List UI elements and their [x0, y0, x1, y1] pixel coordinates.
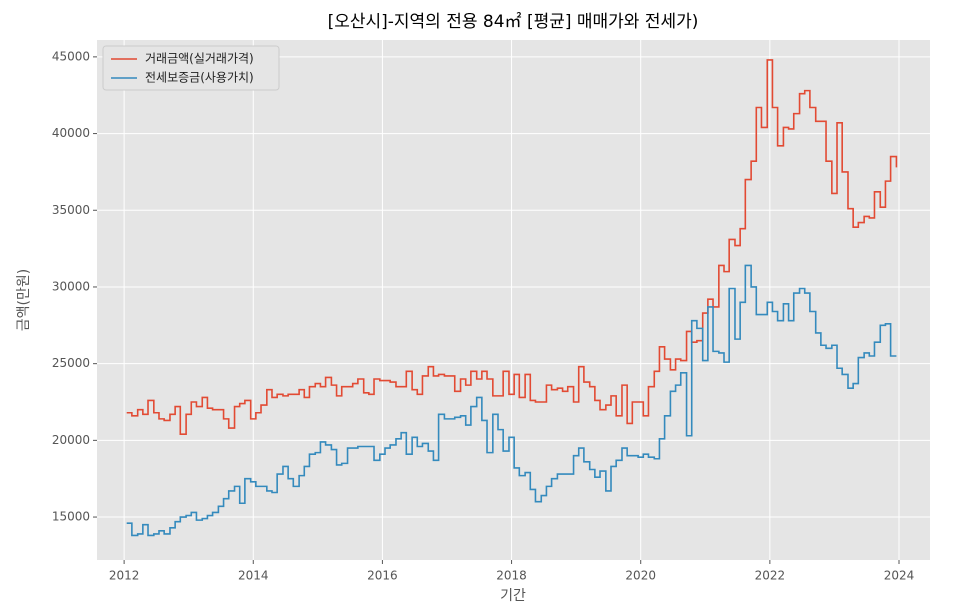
x-tick-label: 2020: [625, 569, 656, 583]
x-tick-label: 2022: [755, 569, 786, 583]
series-line: [126, 59, 898, 436]
legend-label: 거래금액(실거래가격): [145, 52, 254, 66]
x-tick-label: 2014: [238, 569, 269, 583]
legend-label: 전세보증금(사용가치): [145, 71, 254, 85]
chart-title: [오산시]-지역의 전용 84㎡ [평균] 매매가와 전세가): [328, 12, 699, 32]
y-tick-label: 30000: [52, 279, 90, 293]
y-tick-label: 35000: [52, 203, 90, 217]
y-tick-label: 25000: [52, 356, 90, 370]
y-tick-label: 45000: [52, 49, 90, 63]
x-tick-label: 2016: [367, 569, 398, 583]
x-tick-label: 2012: [109, 569, 140, 583]
y-axis-label: 금액(만원): [16, 269, 32, 331]
y-tick-label: 40000: [52, 126, 90, 140]
x-tick-label: 2024: [884, 569, 915, 583]
plot-area: [97, 40, 930, 560]
y-tick-label: 15000: [52, 510, 90, 524]
legend-box: [102, 45, 280, 91]
x-axis-label: 기간: [500, 588, 526, 604]
x-tick-label: 2018: [496, 569, 527, 583]
y-tick-label: 20000: [52, 433, 90, 447]
series-line: [126, 264, 897, 537]
